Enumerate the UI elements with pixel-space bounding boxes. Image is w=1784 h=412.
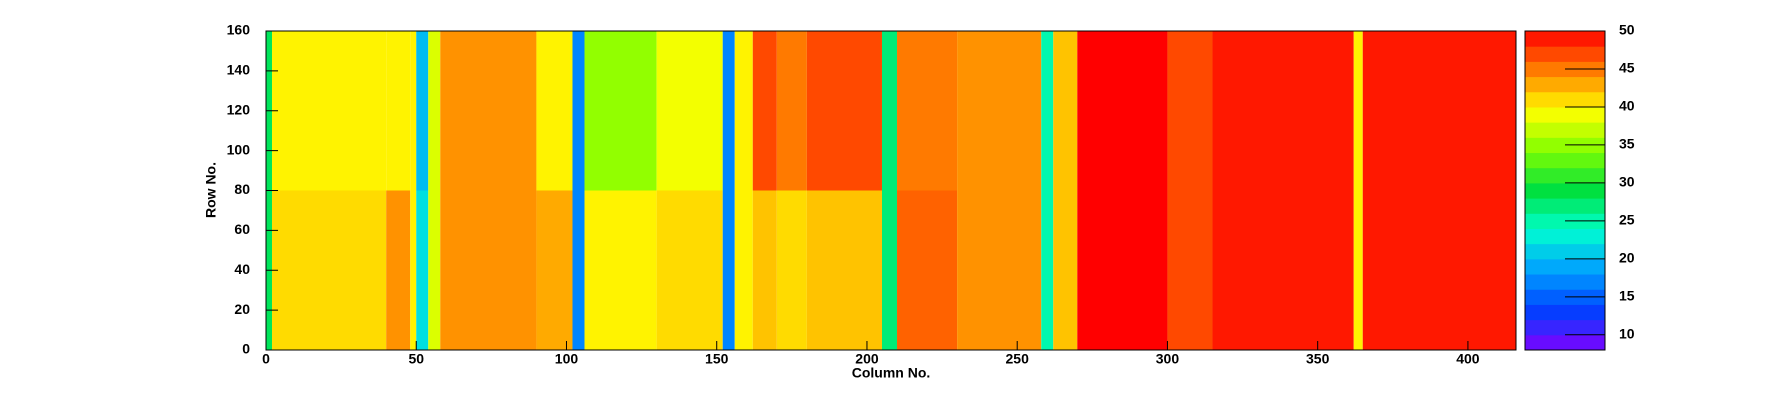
heatmap-cell — [584, 31, 657, 191]
heatmap-cell — [722, 31, 735, 191]
x-tick-label: 200 — [855, 351, 879, 367]
heatmap-cell — [897, 31, 958, 191]
x-tick-label: 400 — [1456, 351, 1480, 367]
heatmap-cell — [416, 31, 429, 191]
heatmap-cell — [776, 190, 807, 350]
y-tick-label: 20 — [234, 301, 250, 317]
x-tick-label: 100 — [555, 351, 579, 367]
y-tick-label: 100 — [227, 141, 251, 157]
colorbar-tick-label: 10 — [1619, 326, 1635, 342]
heatmap-cell — [440, 31, 537, 191]
colorbar-band — [1525, 91, 1605, 108]
heatmap-cell — [584, 190, 657, 350]
heatmap-cell — [1077, 190, 1168, 350]
heatmap-cell — [1362, 190, 1516, 350]
colorbar-band — [1525, 152, 1605, 169]
colorbar-tick-label: 40 — [1619, 98, 1635, 114]
colorbar-band — [1525, 274, 1605, 290]
heatmap-cell — [656, 190, 723, 350]
heatmap-cell — [410, 190, 417, 350]
heatmap-cell — [734, 31, 753, 191]
colorbar-tick-label: 30 — [1619, 174, 1635, 190]
heatmap-cell — [806, 31, 882, 191]
colorbar-tick-label: 15 — [1619, 288, 1635, 304]
x-tick-label: 0 — [262, 351, 270, 367]
y-axis-title: Row No. — [203, 162, 219, 218]
heatmap-cell — [656, 31, 723, 191]
heatmap-cell — [440, 190, 537, 350]
colorbar-tick-label: 50 — [1619, 22, 1635, 38]
y-tick-label: 60 — [234, 221, 250, 237]
heatmap-cell — [957, 31, 1042, 191]
x-tick-label: 300 — [1156, 351, 1180, 367]
colorbar-band — [1525, 304, 1605, 321]
heatmap-cell — [1041, 31, 1054, 191]
colorbar-tick-label: 45 — [1619, 60, 1635, 76]
colorbar-tick-label: 20 — [1619, 250, 1635, 266]
colorbar-band — [1525, 76, 1605, 93]
x-tick-label: 350 — [1306, 351, 1330, 367]
heatmap-cell — [572, 31, 585, 191]
y-tick-label: 120 — [227, 101, 251, 117]
x-axis-title: Column No. — [852, 365, 931, 381]
x-tick-label: 250 — [1006, 351, 1030, 367]
heatmap-cell — [272, 190, 387, 350]
heatmap-cell — [428, 190, 441, 350]
colorbar-band — [1525, 122, 1605, 138]
y-tick-label: 140 — [227, 62, 251, 78]
heatmap-cell — [416, 190, 429, 350]
heatmap-cell — [1041, 190, 1054, 350]
heatmap-cell — [1212, 31, 1354, 191]
colorbar-tick-label: 25 — [1619, 212, 1635, 228]
y-tick-label: 40 — [234, 261, 250, 277]
heatmap-cell — [752, 31, 777, 191]
heatmap-cell — [1053, 190, 1078, 350]
y-tick-label: 80 — [234, 181, 250, 197]
colorbar-band — [1525, 31, 1605, 47]
heatmap-cell — [1362, 31, 1516, 191]
heatmap-cell — [881, 31, 898, 191]
heatmap-cell — [752, 190, 777, 350]
heatmap-cell — [572, 190, 585, 350]
heatmap-cell — [386, 190, 411, 350]
x-tick-label: 50 — [408, 351, 424, 367]
heatmap-cell — [1053, 31, 1078, 191]
heatmap-cell — [806, 190, 882, 350]
heatmap-cell — [881, 190, 898, 350]
x-tick-label: 150 — [705, 351, 729, 367]
heatmap-cell — [734, 190, 753, 350]
y-tick-label: 0 — [242, 341, 250, 357]
colorbar-band — [1525, 198, 1605, 214]
heatmap-cell — [536, 190, 573, 350]
heatmap-cell — [776, 31, 807, 191]
colorbar-band — [1525, 46, 1605, 62]
colorbar-band — [1525, 334, 1605, 351]
heatmap-cell — [386, 31, 411, 191]
heatmap-cell — [722, 190, 735, 350]
colorbar-tick-label: 35 — [1619, 136, 1635, 152]
heatmap-cell — [1353, 31, 1363, 191]
colorbar-band — [1525, 258, 1605, 275]
colorbar-band — [1525, 243, 1605, 260]
heatmap-cell — [1167, 31, 1213, 191]
heatmap-cell — [1167, 190, 1213, 350]
colorbar-band — [1525, 182, 1605, 199]
heatmap-cell — [536, 31, 573, 191]
heatmap-cell — [272, 31, 387, 191]
heatmap-cell — [1077, 31, 1168, 191]
y-tick-label: 160 — [227, 22, 251, 38]
heatmap-cell — [410, 31, 417, 191]
heatmap-cell — [1353, 190, 1363, 350]
colorbar-band — [1525, 228, 1605, 245]
heatmap-cell — [957, 190, 1042, 350]
heatmap-cell — [1212, 190, 1354, 350]
heatmap-cell — [897, 190, 958, 350]
colorbar-band — [1525, 106, 1605, 123]
heatmap-cell — [428, 31, 441, 191]
colorbar-band — [1525, 319, 1605, 336]
colorbar-band — [1525, 167, 1605, 184]
